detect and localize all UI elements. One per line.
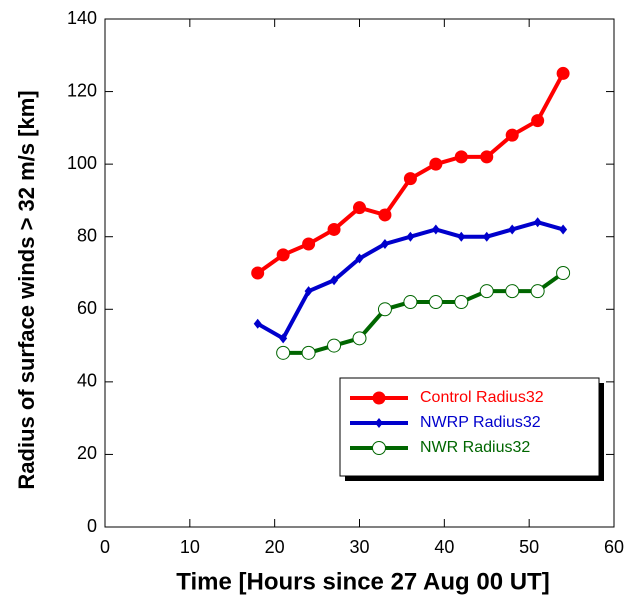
point [508,224,517,235]
legend-label: NWRP Radius32 [420,414,541,431]
point [531,114,545,128]
point [454,150,468,164]
point [559,224,568,235]
y-tick-label: 120 [67,80,97,100]
point [556,66,570,80]
y-tick-label: 20 [77,443,97,463]
point [377,302,392,317]
point [279,333,288,344]
legend-label: NWR Radius32 [420,439,530,456]
legend: Control Radius32 NWRP Radius32 NWR Radius3… [339,377,604,481]
point [253,318,262,329]
legend-label: Control Radius32 [420,389,544,406]
point [378,208,392,222]
y-tick-label: 140 [67,8,97,28]
point [403,295,418,310]
y-tick-label: 100 [67,153,97,173]
point [479,284,494,299]
x-tick-label: 30 [349,537,369,557]
y-tick-label: 80 [77,225,97,245]
x-axis-label: Time [Hours since 27 Aug 00 UT] [176,568,549,595]
point [380,238,389,249]
point [330,275,339,286]
point [482,231,491,242]
point [302,237,316,251]
legend-marker [372,441,386,455]
point [457,231,466,242]
point [403,172,417,186]
x-tick-label: 10 [180,537,200,557]
point [480,150,494,164]
legend-marker [375,418,383,428]
y-tick-label: 0 [87,516,97,536]
point [353,201,366,215]
point [431,224,440,235]
y-tick-label: 60 [77,298,97,318]
point [556,266,571,280]
point [505,284,520,299]
point [406,231,415,242]
y-tick-label: 40 [77,371,97,391]
point [251,266,265,280]
point [352,331,367,346]
point [276,345,291,360]
x-tick-label: 40 [434,537,454,557]
x-tick-label: 60 [604,537,624,557]
point [428,295,443,310]
x-tick-label: 50 [519,537,539,557]
x-tick-label: 20 [265,537,285,557]
point [304,286,313,297]
point [327,222,341,236]
point [454,295,469,310]
point [276,248,290,262]
point [505,128,519,142]
point [533,217,542,228]
legend-marker [372,391,386,405]
point [530,284,545,299]
point [355,253,364,264]
x-tick-label: 0 [100,537,110,557]
point [429,157,443,171]
point [327,338,342,353]
y-axis-label: Radius of surface winds > 32 m/s [km] [14,90,39,489]
point [301,345,316,360]
